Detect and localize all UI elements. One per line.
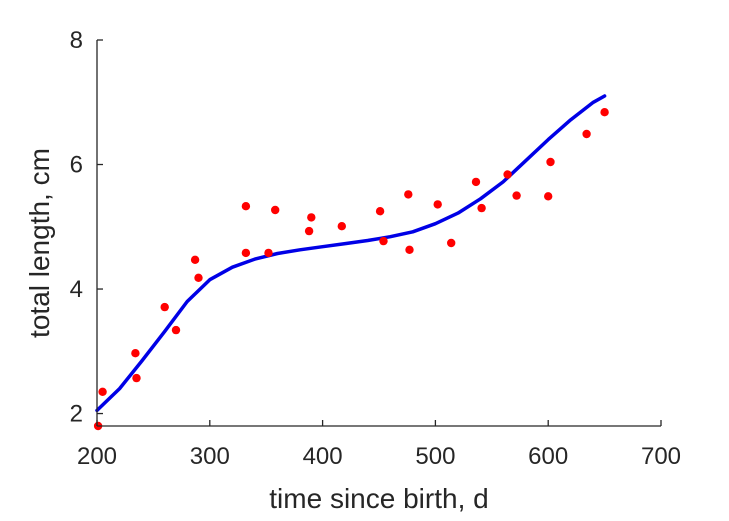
axes	[96, 40, 661, 427]
data-point	[264, 248, 273, 258]
data-point	[194, 273, 203, 282]
x-tick-label: 300	[190, 443, 230, 470]
data-point	[241, 248, 251, 258]
data-point	[433, 200, 442, 209]
data-point	[132, 373, 141, 383]
data-point	[304, 226, 314, 236]
data-point	[241, 202, 251, 211]
data-point	[512, 191, 521, 200]
data-point	[503, 170, 512, 179]
data-point	[447, 238, 456, 248]
y-tick-label: 6	[70, 152, 83, 179]
data-point	[337, 222, 346, 231]
y-axis-label: total length, cm	[24, 148, 55, 338]
data-point	[271, 205, 280, 215]
fit-curve	[95, 94, 607, 413]
data-point	[544, 192, 553, 201]
data-point	[98, 387, 107, 396]
x-tick-label: 600	[528, 443, 568, 470]
data-point	[471, 177, 481, 187]
data-point	[131, 349, 140, 358]
y-tick-label: 4	[70, 276, 83, 303]
x-axis-label: time since birth, d	[269, 483, 488, 514]
data-point	[160, 302, 169, 312]
data-point	[375, 207, 385, 216]
x-tick-label: 700	[641, 443, 681, 470]
data-point	[600, 108, 609, 117]
x-ticks: 200 300 400 500 600 700	[77, 420, 681, 470]
data-layer	[93, 94, 609, 431]
x-tick-label: 400	[303, 443, 343, 470]
y-tick-label: 8	[70, 27, 83, 54]
data-point	[307, 213, 316, 222]
data-point	[582, 129, 591, 139]
data-point	[404, 190, 413, 199]
data-point	[477, 203, 486, 213]
data-point	[405, 245, 414, 254]
y-tick-label: 2	[70, 401, 83, 428]
x-tick-label: 500	[415, 443, 455, 470]
x-tick-label: 200	[77, 443, 117, 470]
data-point	[190, 255, 200, 264]
data-point	[171, 325, 181, 335]
data-point	[379, 236, 388, 246]
y-ticks: 2 4 6 8	[70, 27, 103, 428]
data-point	[546, 157, 555, 167]
